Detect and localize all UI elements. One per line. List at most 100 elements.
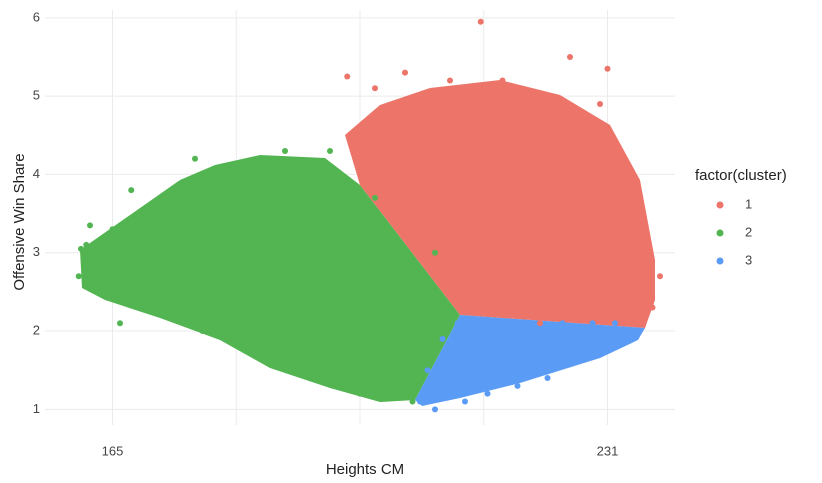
data-point <box>78 245 84 252</box>
data-point <box>619 328 626 335</box>
legend-label: 1 <box>745 196 752 211</box>
data-point <box>477 18 484 25</box>
cluster-region-2 <box>80 155 460 402</box>
data-point <box>507 320 513 327</box>
data-point <box>83 241 90 248</box>
data-point <box>462 265 468 272</box>
data-point <box>432 406 438 413</box>
data-point <box>102 288 108 295</box>
data-point <box>387 124 393 131</box>
data-point <box>469 147 476 154</box>
data-point <box>364 171 371 178</box>
data-point <box>117 234 123 241</box>
legend-swatch <box>716 201 724 209</box>
legend-label: 3 <box>745 252 752 267</box>
data-point <box>559 320 566 327</box>
data-point <box>207 179 213 186</box>
cluster-regions <box>80 80 655 406</box>
data-point <box>537 328 543 335</box>
data-point <box>469 359 476 366</box>
y-tick-label: 2 <box>33 322 40 337</box>
data-point <box>432 249 438 256</box>
data-point <box>297 226 303 233</box>
legend-swatch <box>716 229 724 237</box>
data-point <box>484 202 491 209</box>
data-point <box>477 328 483 335</box>
data-point <box>484 390 491 397</box>
data-point <box>177 202 183 209</box>
data-point <box>162 312 168 319</box>
data-point <box>342 249 348 256</box>
data-point <box>597 331 603 338</box>
data-point <box>117 320 123 327</box>
y-tick-label: 3 <box>33 244 40 259</box>
data-point <box>417 312 423 319</box>
cluster-region-3 <box>415 315 645 406</box>
data-point <box>364 288 371 295</box>
y-tick-label: 5 <box>33 88 40 103</box>
data-point <box>597 100 603 107</box>
data-point <box>492 351 498 358</box>
data-point <box>657 273 663 280</box>
data-point <box>567 359 573 366</box>
data-point <box>327 147 333 154</box>
data-point <box>154 226 161 233</box>
legend-title: factor(cluster) <box>695 167 787 184</box>
cluster-region-1 <box>345 80 655 328</box>
data-point <box>372 85 378 92</box>
data-point <box>447 77 453 84</box>
data-point <box>604 328 611 335</box>
x-axis-title: Heights CM <box>326 461 404 478</box>
data-point <box>312 312 318 319</box>
legend-label: 2 <box>745 224 752 239</box>
data-point <box>409 398 416 405</box>
data-point <box>128 187 135 194</box>
data-point <box>184 257 191 264</box>
data-point <box>229 210 236 217</box>
data-point <box>619 296 626 303</box>
y-axis-title: Offensive Win Share <box>11 153 28 290</box>
data-point <box>499 77 506 84</box>
data-point <box>87 222 93 229</box>
data-point <box>529 93 536 100</box>
data-point <box>612 187 618 194</box>
data-point <box>492 304 498 311</box>
data-point <box>537 320 543 327</box>
data-point <box>387 375 393 382</box>
data-point <box>402 69 408 76</box>
data-point <box>604 249 611 256</box>
data-point <box>454 320 461 327</box>
data-point <box>75 273 82 280</box>
data-point <box>394 257 401 264</box>
y-tick-label: 1 <box>33 401 40 416</box>
data-point <box>567 53 573 60</box>
data-point <box>244 335 251 342</box>
data-point <box>544 179 551 186</box>
data-point <box>98 249 105 256</box>
data-point <box>462 398 468 405</box>
data-point <box>282 147 288 154</box>
data-point <box>447 382 453 389</box>
data-point <box>589 320 596 327</box>
data-point <box>582 343 588 350</box>
data-point <box>634 257 641 264</box>
data-point <box>574 335 581 342</box>
data-point <box>649 304 656 311</box>
legend-swatch <box>716 257 724 265</box>
data-point <box>522 343 528 350</box>
data-point <box>567 281 573 288</box>
data-point <box>222 296 228 303</box>
data-point <box>627 218 633 225</box>
data-point <box>574 226 581 233</box>
data-point <box>612 320 618 327</box>
data-point <box>544 375 551 382</box>
y-tick-label: 6 <box>33 9 40 24</box>
data-point <box>409 179 416 186</box>
data-point <box>252 171 258 178</box>
data-point <box>514 124 521 131</box>
data-point <box>132 249 138 256</box>
data-point <box>529 367 536 374</box>
data-point <box>267 265 273 272</box>
data-point <box>514 382 521 389</box>
